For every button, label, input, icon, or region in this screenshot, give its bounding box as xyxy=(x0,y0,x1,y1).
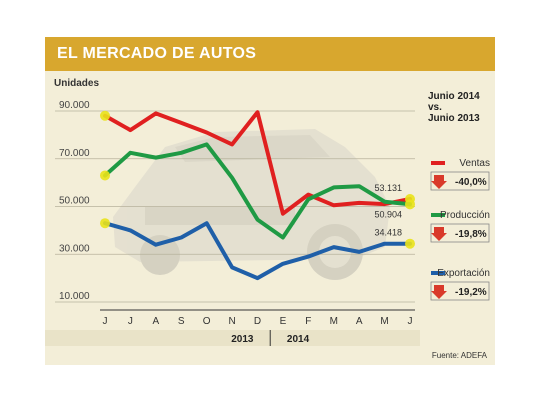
infographic-card: EL MERCADO DE AUTOS Unidades 90.000 70.00… xyxy=(45,37,495,365)
legend-label-exportacion: Exportación xyxy=(437,268,490,279)
change-value-exportacion: -19,2% xyxy=(455,287,487,298)
x-tick-label: S xyxy=(178,316,185,327)
value-labels: 53.131 50.904 34.418 xyxy=(374,183,402,238)
legend-label-produccion: Producción xyxy=(440,210,490,221)
year-band xyxy=(45,330,420,346)
y-tick-label: 10.000 xyxy=(59,291,90,302)
comparison-line-3: Junio 2013 xyxy=(428,113,480,124)
title-bar: EL MERCADO DE AUTOS xyxy=(45,37,495,71)
x-tick-label: O xyxy=(203,316,211,327)
comparison-note: Junio 2014 vs. Junio 2013 xyxy=(428,91,480,124)
x-tick-label: A xyxy=(152,316,159,327)
chart-title: EL MERCADO DE AUTOS xyxy=(57,45,257,62)
endpoint-marker xyxy=(100,110,110,121)
end-value-label: 34.418 xyxy=(374,228,402,238)
comparison-line-1: Junio 2014 xyxy=(428,91,480,102)
change-value-ventas: -40,0% xyxy=(455,177,487,188)
series-line-ventas xyxy=(103,110,412,216)
x-tick-label: D xyxy=(254,316,261,327)
line-chart: 90.000 70.000 50.000 30.000 10.000 J J A S O N D E F… xyxy=(45,100,490,346)
source-note: Fuente: ADEFA xyxy=(431,351,487,360)
end-value-label: 53.131 xyxy=(374,183,402,193)
x-axis: J J A S O N D E F M A M J 2013 2014 xyxy=(45,309,420,346)
end-value-label: 50.904 xyxy=(374,209,402,219)
x-tick-label: M xyxy=(330,316,338,327)
x-tick-label: M xyxy=(380,316,388,327)
x-tick-label: N xyxy=(228,316,235,327)
legend-label-ventas: Ventas xyxy=(459,158,490,169)
endpoint-marker xyxy=(100,170,110,181)
down-arrow-icon xyxy=(431,227,447,241)
x-tick-label: E xyxy=(280,316,287,327)
x-tick-label: J xyxy=(103,316,108,327)
car-illustration xyxy=(113,129,390,280)
down-arrow-icon xyxy=(431,175,447,189)
y-tick-label: 30.000 xyxy=(59,243,90,254)
series-lines xyxy=(100,110,415,281)
y-tick-label: 90.000 xyxy=(59,100,90,111)
y-tick-label: 70.000 xyxy=(59,148,90,159)
series-line-produccion xyxy=(103,142,412,240)
endpoint-marker xyxy=(100,218,110,229)
comparison-line-2: vs. xyxy=(428,102,442,113)
units-label: Unidades xyxy=(54,78,100,89)
x-tick-label: F xyxy=(305,316,311,327)
change-value-produccion: -19,8% xyxy=(455,229,487,240)
endpoint-marker xyxy=(405,238,415,249)
series-line-exportacion xyxy=(103,221,412,281)
down-arrow-icon xyxy=(431,285,447,299)
y-axis-ticks: 90.000 70.000 50.000 30.000 10.000 xyxy=(59,100,90,302)
grid-lines xyxy=(55,110,415,303)
x-tick-label: J xyxy=(408,316,413,327)
legend: Ventas -40,0% Producción -19,8% Exportación -… xyxy=(430,158,490,301)
year-label: 2013 xyxy=(231,334,254,345)
y-tick-label: 50.000 xyxy=(59,196,90,207)
x-tick-label: J xyxy=(128,316,133,327)
endpoint-marker xyxy=(405,199,415,210)
x-tick-label: A xyxy=(356,316,363,327)
year-label: 2014 xyxy=(287,334,310,345)
